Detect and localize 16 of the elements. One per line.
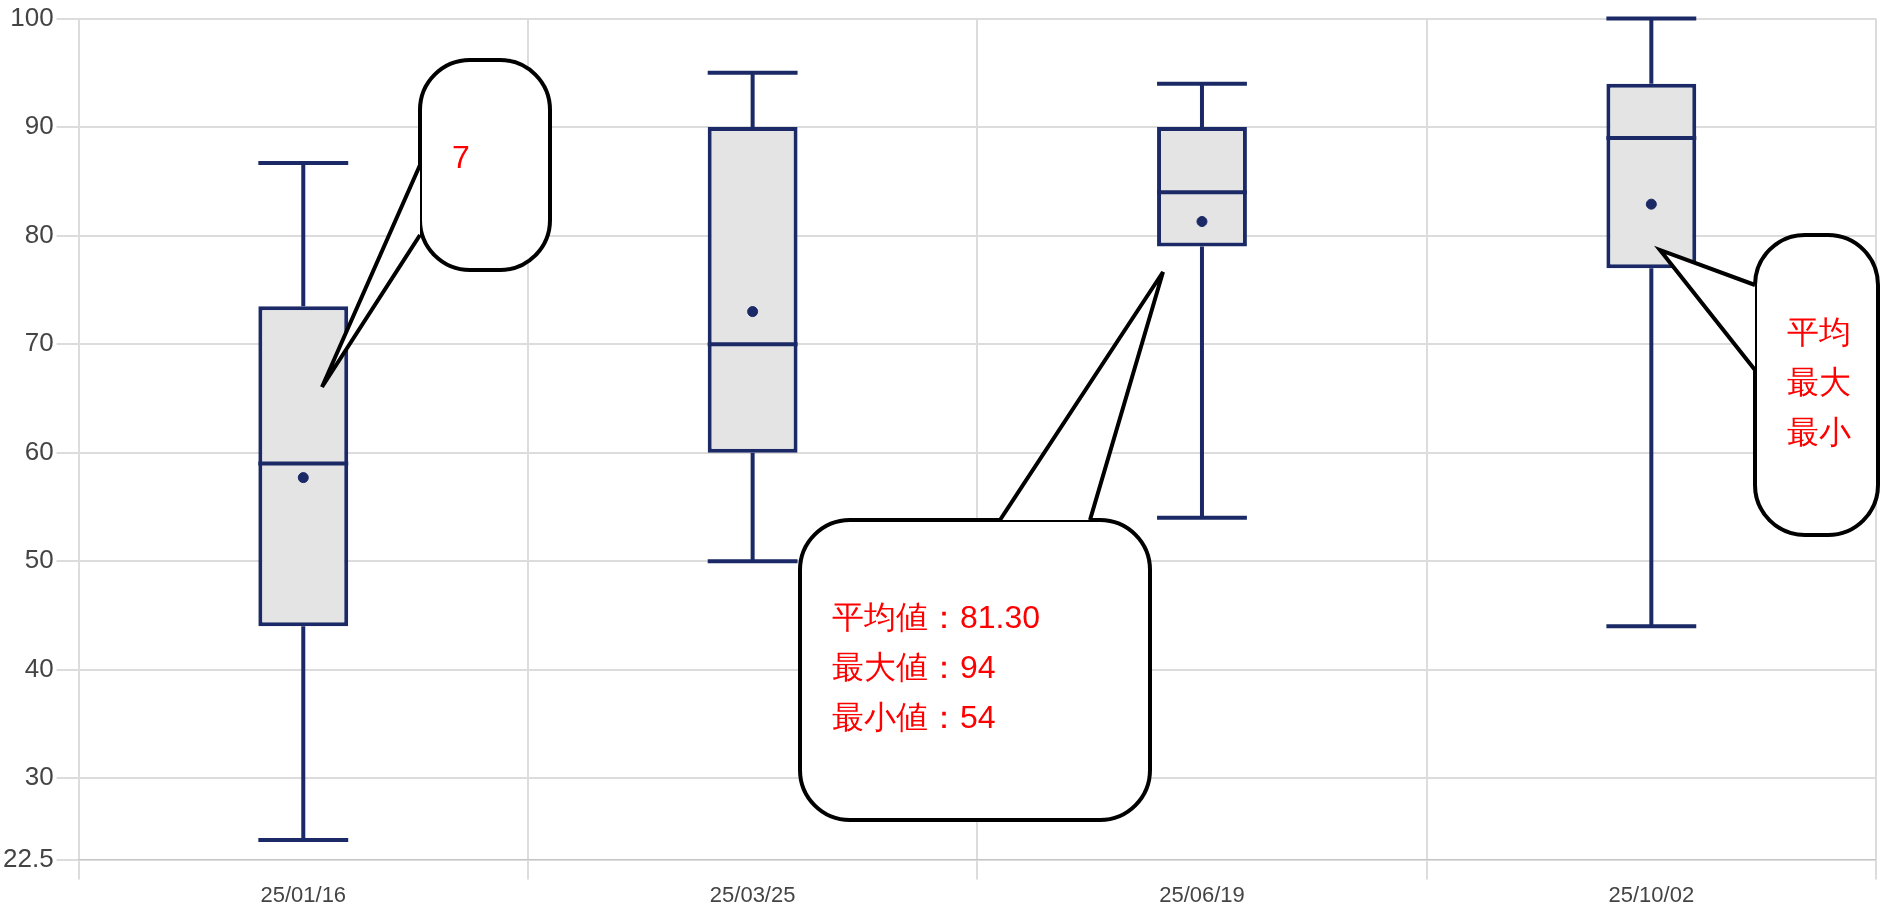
y-tick-label: 60 — [24, 435, 54, 466]
x-tick-label: 25/03/25 — [709, 881, 796, 907]
y-tick-label: 90 — [24, 110, 54, 141]
y-tick-label: 22.5 — [2, 842, 54, 873]
y-tick-label: 40 — [24, 652, 54, 683]
y-tick-label: 30 — [24, 761, 54, 792]
x-tick-label: 25/10/02 — [1608, 881, 1695, 907]
y-tick-label: 100 — [10, 1, 54, 32]
annotation: 7 — [452, 138, 470, 177]
y-tick-label: 80 — [24, 218, 54, 249]
annotation: 平均値：81.30 最大値：94 最小値：54 — [832, 598, 1041, 737]
y-tick-label: 50 — [24, 544, 54, 575]
x-tick-label: 25/06/19 — [1159, 881, 1245, 907]
annotation: 平均最大最小 — [1787, 313, 1851, 452]
x-tick-label: 25/01/16 — [260, 881, 347, 907]
y-tick-label: 70 — [24, 327, 54, 358]
